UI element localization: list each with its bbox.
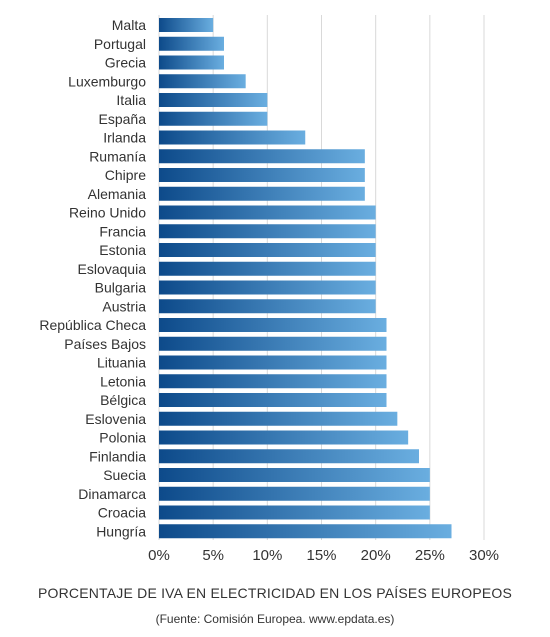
- bar: [159, 393, 387, 407]
- category-label: Letonia: [100, 373, 146, 389]
- bar: [159, 355, 387, 370]
- category-label: Lituania: [97, 355, 146, 371]
- category-label: Finlandia: [89, 448, 146, 464]
- bar: [159, 486, 430, 501]
- bar: [159, 299, 376, 314]
- category-label: Portugal: [94, 36, 146, 52]
- x-tick-label: 25%: [415, 547, 445, 564]
- x-tick-label: 0%: [148, 547, 170, 564]
- bar: [159, 55, 224, 70]
- bar: [159, 411, 398, 426]
- category-label: Rumanía: [89, 148, 146, 164]
- category-label: Estonia: [99, 242, 146, 258]
- category-label: Alemania: [88, 186, 147, 202]
- bar: [159, 18, 214, 32]
- category-label: Bélgica: [100, 392, 146, 408]
- category-label: Irlanda: [103, 130, 146, 146]
- bar: [159, 74, 246, 89]
- category-label: Austria: [102, 298, 146, 314]
- category-label: España: [99, 111, 147, 127]
- x-tick-label: 5%: [202, 547, 224, 564]
- category-label: Eslovaquia: [78, 261, 147, 277]
- bar: [159, 111, 268, 126]
- bar: [159, 186, 365, 201]
- bar: [159, 374, 387, 389]
- bar: [159, 130, 306, 145]
- category-label: Reino Unido: [69, 205, 146, 221]
- bar: [159, 205, 376, 220]
- chart-title: PORCENTAJE DE IVA EN ELECTRICIDAD EN LOS…: [37, 585, 513, 601]
- bar: [159, 524, 452, 539]
- category-label: Croacia: [98, 505, 146, 521]
- x-tick-label: 10%: [252, 547, 282, 564]
- category-label: Francia: [99, 223, 146, 239]
- x-axis-tick-labels: 0% 5% 10% 15% 20% 25% 30%: [148, 547, 499, 564]
- bar-chart: Malta Portugal Grecia Luxemburgo Italia Españ…: [39, 15, 499, 564]
- category-label: Hungría: [96, 523, 146, 539]
- bar: [159, 261, 376, 276]
- bar: [159, 318, 387, 332]
- x-tick-label: 15%: [306, 547, 336, 564]
- category-label: Eslovenia: [85, 411, 146, 427]
- category-label: Luxemburgo: [68, 73, 146, 89]
- category-label: República Checa: [39, 317, 146, 333]
- category-label: Malta: [112, 17, 146, 33]
- x-tick-label: 20%: [361, 547, 391, 564]
- category-label: Italia: [116, 92, 146, 108]
- bars: [159, 18, 452, 539]
- bar: [159, 505, 430, 520]
- category-label: Polonia: [99, 430, 146, 446]
- category-label: Países Bajos: [64, 336, 146, 352]
- bar: [159, 168, 365, 182]
- category-label: Dinamarca: [78, 486, 146, 502]
- bar: [159, 449, 419, 464]
- category-label: Suecia: [103, 467, 146, 483]
- bar: [159, 430, 409, 445]
- bar: [159, 336, 387, 351]
- category-label: Grecia: [105, 55, 146, 71]
- bar: [159, 149, 365, 164]
- bar: [159, 36, 224, 51]
- bar: [159, 224, 376, 239]
- category-label: Chipre: [105, 167, 146, 183]
- bar: [159, 468, 430, 482]
- bar: [159, 280, 376, 295]
- category-labels: Malta Portugal Grecia Luxemburgo Italia Españ…: [39, 17, 146, 539]
- bar: [159, 93, 268, 107]
- bar: [159, 243, 376, 257]
- chart-source: (Fuente: Comisión Europea. www.epdata.es…: [155, 612, 395, 626]
- x-tick-label: 30%: [469, 547, 499, 564]
- category-label: Bulgaria: [95, 280, 147, 296]
